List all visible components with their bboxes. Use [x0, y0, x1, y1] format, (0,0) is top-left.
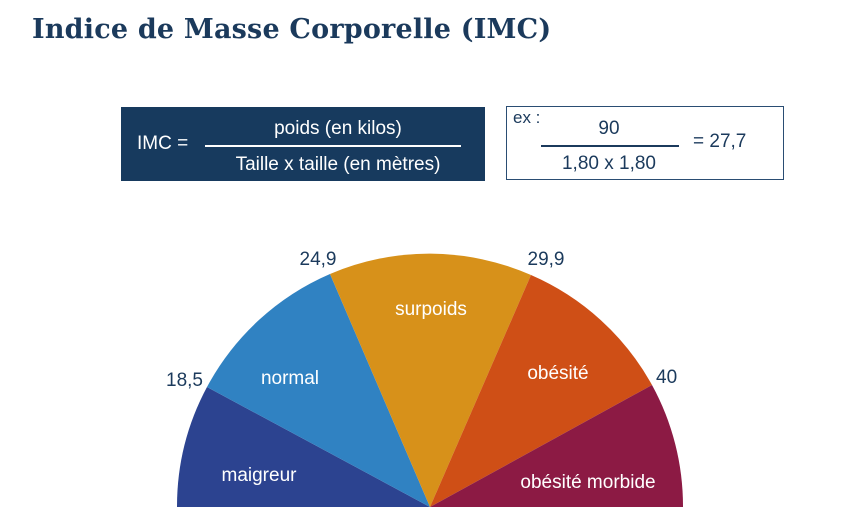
page-title: Indice de Masse Corporelle (IMC): [32, 14, 552, 45]
example-prefix: ex :: [513, 108, 541, 127]
gauge-segment-normal: [207, 274, 430, 507]
segment-label-obesite: obésité: [527, 363, 588, 384]
threshold-label-40: 40: [656, 367, 677, 388]
threshold-label-29-9: 29,9: [528, 249, 565, 270]
gauge-segment-obesite: [430, 275, 652, 507]
gauge-segment-obesite-morbide: [430, 385, 684, 507]
bmi-example-box: ex : 90 1,80 x 1,80 = 27,7: [506, 106, 784, 180]
example-fraction-bar: [541, 145, 679, 147]
formula-denominator: Taille x taille (en mètres): [235, 154, 441, 175]
example-numerator: 90: [598, 118, 620, 139]
example-denominator: 1,80 x 1,80: [561, 153, 657, 174]
example-result: = 27,7: [693, 131, 747, 152]
formula-lhs: IMC =: [137, 133, 189, 154]
formula-fraction-bar: [205, 145, 461, 147]
segment-label-maigreur: maigreur: [222, 465, 298, 486]
segment-label-surpoids: surpoids: [395, 299, 467, 320]
gauge-segment-surpoids: [330, 253, 531, 507]
threshold-label-18-5: 18,5: [166, 370, 203, 391]
formula-numerator: poids (en kilos): [274, 118, 402, 139]
gauge-segment-maigreur: [176, 387, 430, 507]
threshold-label-24-9: 24,9: [300, 249, 337, 270]
segment-label-normal: normal: [261, 368, 319, 389]
segment-label-obesite-morbide: obésité morbide: [520, 472, 655, 493]
bmi-formula-box: IMC = poids (en kilos) Taille x taille (…: [121, 107, 485, 181]
